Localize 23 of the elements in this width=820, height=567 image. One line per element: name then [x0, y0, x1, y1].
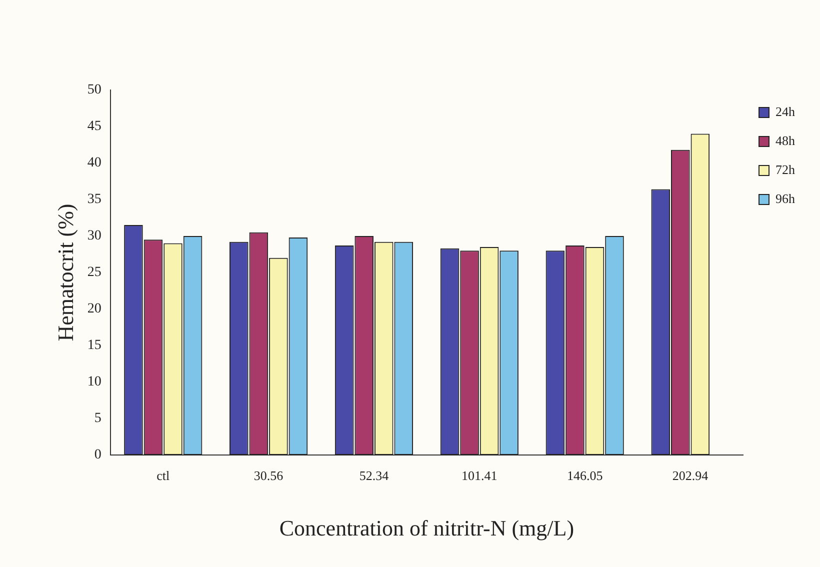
- legend-label: 96h: [776, 190, 796, 206]
- y-tick-label: 0: [94, 448, 102, 463]
- y-tick-label: 45: [87, 119, 102, 134]
- y-axis-title: Hematocrit (%): [52, 204, 78, 342]
- y-tick-label: 15: [87, 338, 102, 354]
- y-tick-label: 50: [87, 82, 102, 98]
- x-tick-label: ctl: [156, 468, 170, 484]
- y-tick-label: 30: [87, 228, 102, 244]
- y-tick-label: 20: [87, 302, 102, 317]
- y-tick-label: 35: [87, 192, 102, 208]
- legend-label: 48h: [776, 132, 796, 148]
- x-tick-label: 52.34: [359, 468, 390, 484]
- x-tick-label: 146.05: [566, 468, 603, 484]
- x-tick-label: 30.56: [254, 468, 284, 484]
- x-axis-title: Concentration of nitritr-N (mg/L): [279, 516, 574, 541]
- y-tick-label: 10: [87, 374, 102, 390]
- legend-label: 24h: [776, 104, 796, 119]
- y-tick-label: 5: [94, 411, 102, 426]
- legend-label: 72h: [776, 162, 796, 177]
- x-tick-label: 101.41: [462, 468, 498, 484]
- x-tick-label: 202.94: [672, 468, 709, 484]
- y-tick-label: 40: [87, 156, 102, 171]
- y-tick-label: 25: [87, 265, 102, 280]
